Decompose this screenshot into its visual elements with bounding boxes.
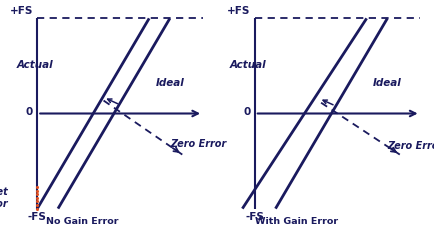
- Point: [34, 185, 41, 189]
- Text: +FS: +FS: [10, 6, 33, 16]
- Text: Zero Error: Zero Error: [169, 139, 226, 149]
- Point: [34, 207, 41, 210]
- Text: No Gain Error
Zero Error = Offset Error: No Gain Error Zero Error = Offset Error: [46, 217, 178, 227]
- Text: With Gain Error
Offset Error = 0
Zero Error Results from
Gain Errors: With Gain Error Offset Error = 0 Zero Er…: [254, 217, 380, 227]
- Text: Actual: Actual: [230, 60, 266, 70]
- Text: -FS: -FS: [245, 212, 263, 222]
- Text: 0: 0: [243, 107, 250, 117]
- Point: [34, 203, 41, 207]
- Text: Ideal: Ideal: [372, 78, 401, 88]
- Text: 0: 0: [26, 107, 33, 117]
- Text: Offset
Error: Offset Error: [0, 187, 8, 209]
- Point: [34, 189, 41, 192]
- Point: [34, 200, 41, 203]
- Text: -FS: -FS: [28, 212, 46, 222]
- Text: Actual: Actual: [16, 60, 53, 70]
- Text: Ideal: Ideal: [155, 78, 184, 88]
- Point: [34, 192, 41, 196]
- Text: Zero Error: Zero Error: [386, 141, 434, 151]
- Text: +FS: +FS: [227, 6, 250, 16]
- Point: [34, 196, 41, 200]
